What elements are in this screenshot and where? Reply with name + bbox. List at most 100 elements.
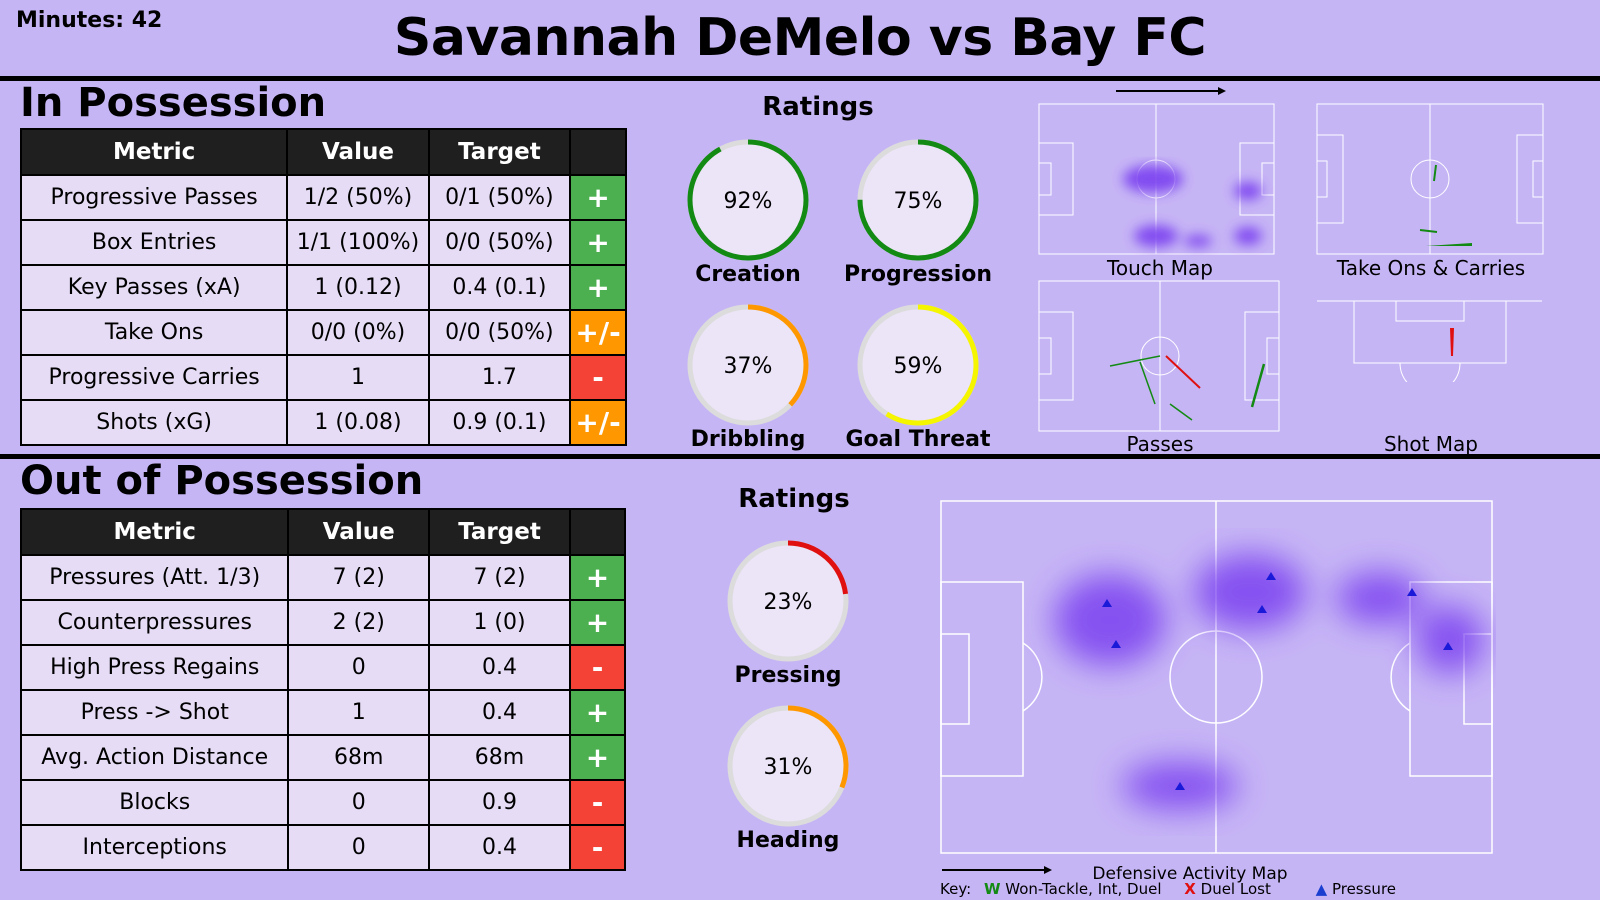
in-possession-heading: In Possession bbox=[20, 80, 327, 126]
key-prefix: Key: bbox=[940, 880, 972, 898]
col-status bbox=[569, 508, 626, 556]
target-cell: 1.7 bbox=[427, 354, 572, 401]
gauge-fill bbox=[727, 705, 849, 827]
gauge-value: 92% bbox=[724, 189, 773, 214]
map-key: Key: W Won-Tackle, Int, Duel X Duel Lost… bbox=[940, 880, 1396, 898]
metric-cell: Box Entries bbox=[19, 219, 289, 266]
gauge-value: 59% bbox=[894, 354, 943, 379]
rating-gauge: 37% bbox=[684, 301, 812, 433]
gauge-value: 31% bbox=[764, 755, 813, 780]
gauge-fill bbox=[687, 139, 809, 261]
out-of-possession-heading: Out of Possession bbox=[20, 458, 424, 504]
rating-gauge: 31% bbox=[724, 702, 852, 834]
shot-map-caption: Shot Map bbox=[1383, 432, 1478, 456]
take-ons-carries-map bbox=[1316, 103, 1544, 255]
target-cell: 0/0 (50%) bbox=[427, 219, 572, 266]
value-cell: 68m bbox=[287, 734, 431, 781]
value-cell: 2 (2) bbox=[287, 599, 431, 646]
metric-cell: Progressive Passes bbox=[19, 174, 289, 221]
target-cell: 0.9 bbox=[428, 779, 571, 826]
value-cell: 0 bbox=[287, 779, 431, 826]
target-cell: 0/0 (50%) bbox=[427, 309, 572, 356]
lost-symbol: X bbox=[1184, 880, 1196, 898]
value-cell: 0 bbox=[287, 824, 431, 871]
in-possession-table: Metric Value Target Progressive Passes 1/… bbox=[19, 128, 627, 446]
gauge-fill bbox=[857, 139, 979, 261]
target-cell: 0.4 (0.1) bbox=[427, 264, 572, 311]
passes-caption: Passes bbox=[1126, 432, 1194, 456]
status-indicator: - bbox=[569, 824, 626, 871]
out-of-possession-table: Metric Value Target Pressures (Att. 1/3)… bbox=[19, 508, 626, 871]
metric-cell: Take Ons bbox=[19, 309, 289, 356]
gauge-value: 23% bbox=[764, 590, 813, 615]
status-indicator: - bbox=[569, 779, 626, 826]
table-row: Counterpressures 2 (2) 1 (0) + bbox=[19, 599, 626, 646]
status-indicator: + bbox=[569, 174, 627, 221]
status-indicator: + bbox=[569, 219, 627, 266]
metric-cell: Counterpressures bbox=[19, 599, 290, 646]
pressure-icon: ▲ bbox=[1315, 880, 1328, 898]
metric-cell: Pressures (Att. 1/3) bbox=[19, 554, 290, 601]
take-ons-carries-caption: Take Ons & Carries bbox=[1336, 256, 1526, 280]
gauge-label: Progression bbox=[843, 262, 993, 287]
value-cell: 0 bbox=[287, 644, 431, 691]
target-cell: 0.4 bbox=[428, 644, 571, 691]
metric-cell: Key Passes (xA) bbox=[19, 264, 289, 311]
passes-map bbox=[1038, 280, 1280, 432]
table-row: Take Ons 0/0 (0%) 0/0 (50%) +/- bbox=[19, 309, 627, 356]
defensive-map-caption: Defensive Activity Map bbox=[1092, 864, 1288, 884]
key-lost-label: Duel Lost bbox=[1200, 880, 1271, 898]
value-cell: 7 (2) bbox=[287, 554, 431, 601]
status-indicator: +/- bbox=[569, 399, 627, 446]
gauge-fill bbox=[857, 304, 979, 426]
key-won-label: Won-Tackle, Int, Duel bbox=[1005, 880, 1162, 898]
status-indicator: +/- bbox=[569, 309, 627, 356]
page-title: Savannah DeMelo vs Bay FC bbox=[393, 8, 1207, 68]
target-cell: 0.4 bbox=[428, 824, 571, 871]
status-indicator: + bbox=[569, 734, 626, 781]
defensive-activity-map bbox=[940, 500, 1493, 854]
status-indicator: - bbox=[569, 354, 627, 401]
status-indicator: + bbox=[569, 599, 626, 646]
target-cell: 0/1 (50%) bbox=[427, 174, 572, 221]
table-row: Box Entries 1/1 (100%) 0/0 (50%) + bbox=[19, 219, 627, 266]
col-value: Value bbox=[287, 508, 431, 556]
col-metric: Metric bbox=[19, 508, 290, 556]
value-cell: 1 bbox=[286, 354, 430, 401]
touch-map-caption: Touch Map bbox=[1107, 256, 1213, 280]
gauge-label: Dribbling bbox=[690, 427, 806, 452]
table-row: Press -> Shot 1 0.4 + bbox=[19, 689, 626, 736]
table-row: Progressive Carries 1 1.7- bbox=[19, 354, 627, 401]
target-cell: 68m bbox=[428, 734, 571, 781]
metric-cell: Press -> Shot bbox=[19, 689, 290, 736]
out-of-possession-ratings-title: Ratings bbox=[738, 484, 850, 514]
header-divider bbox=[0, 76, 1600, 81]
col-value: Value bbox=[286, 128, 430, 176]
target-cell: 0.4 bbox=[428, 689, 571, 736]
minutes-played: Minutes: 42 bbox=[16, 8, 163, 33]
col-status bbox=[569, 128, 627, 176]
table-row: Pressures (Att. 1/3) 7 (2) 7 (2) + bbox=[19, 554, 626, 601]
defensive-direction-arrow bbox=[942, 866, 1052, 874]
won-symbol: W bbox=[983, 880, 1001, 898]
gauge-fill bbox=[727, 540, 849, 662]
target-cell: 0.9 (0.1) bbox=[427, 399, 572, 446]
attack-direction-arrow bbox=[1116, 87, 1226, 95]
metric-cell: Progressive Carries bbox=[19, 354, 289, 401]
metric-cell: Interceptions bbox=[19, 824, 290, 871]
status-indicator: + bbox=[569, 689, 626, 736]
value-cell: 0/0 (0%) bbox=[286, 309, 430, 356]
touch-map bbox=[1038, 103, 1275, 255]
status-indicator: + bbox=[569, 264, 627, 311]
status-indicator: + bbox=[569, 554, 626, 601]
gauge-value: 37% bbox=[724, 354, 773, 379]
value-cell: 1 bbox=[287, 689, 431, 736]
shot-map bbox=[1317, 300, 1542, 382]
target-cell: 7 (2) bbox=[428, 554, 571, 601]
gauge-label: Goal Threat bbox=[845, 427, 991, 452]
metric-cell: Blocks bbox=[19, 779, 290, 826]
gauge-value: 75% bbox=[894, 189, 943, 214]
value-cell: 1/2 (50%) bbox=[286, 174, 430, 221]
target-cell: 1 (0) bbox=[428, 599, 571, 646]
col-target: Target bbox=[427, 128, 572, 176]
